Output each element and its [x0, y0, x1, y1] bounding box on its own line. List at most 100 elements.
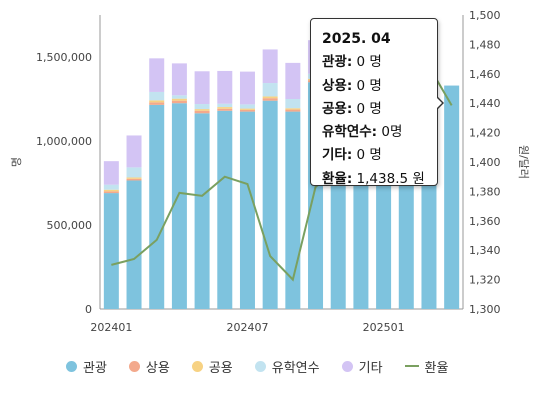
- x-tick-label: 202407: [226, 321, 268, 334]
- bar-segment: [126, 177, 142, 179]
- bar-segment: [194, 110, 210, 114]
- tooltip-row-label: 공용:: [322, 100, 353, 117]
- bar-segment: [285, 108, 301, 110]
- bar-segment: [262, 83, 278, 97]
- bar-segment: [444, 85, 460, 309]
- bar-segment: [171, 98, 187, 101]
- bar-segment: [217, 70, 233, 104]
- bar-segment: [239, 109, 255, 112]
- tooltip-row: 기타: 0 명: [322, 144, 437, 167]
- bar-segment: [217, 110, 233, 309]
- left-tick-label: 0: [85, 303, 92, 316]
- bar-segment: [262, 98, 278, 101]
- legend-swatch: [404, 365, 419, 367]
- bar-segment: [239, 104, 255, 109]
- tooltip-row: 관광: 0 명: [322, 51, 437, 74]
- bar-segment: [171, 103, 187, 309]
- tooltip-row-value: 0 명: [356, 54, 382, 71]
- legend-swatch: [128, 360, 140, 372]
- right-tick-label: 1,480: [469, 38, 501, 51]
- right-tick-label: 1,340: [469, 244, 501, 257]
- bar-segment: [194, 113, 210, 309]
- legend-item-official[interactable]: 공용: [191, 357, 233, 376]
- bar-segment: [149, 104, 165, 309]
- tooltip-row: 유학연수: 0명: [322, 121, 437, 144]
- bar-segment: [149, 58, 165, 92]
- bar-segment: [194, 71, 210, 105]
- left-tick-label: 1,000,000: [36, 135, 92, 148]
- right-tick-label: 1,380: [469, 185, 501, 198]
- right-tick-label: 1,460: [469, 68, 501, 81]
- bar-segment: [103, 193, 119, 309]
- bar-segment: [126, 180, 142, 309]
- tooltip-arrow-fill: [436, 97, 442, 109]
- tooltip-row-label: 유학연수:: [322, 124, 378, 141]
- bar-segment: [171, 100, 187, 104]
- x-tick-label: 202501: [363, 321, 405, 334]
- legend-label: 상용: [145, 360, 170, 376]
- bar-segment: [217, 103, 233, 108]
- legend-swatch: [254, 360, 266, 372]
- legend-swatch: [191, 360, 203, 372]
- bar-segment: [239, 108, 255, 110]
- chart-tooltip: 2025. 04 관광: 0 명 상용: 0 명 공용: 0 명 유학연수: 0…: [310, 18, 438, 187]
- right-tick-label: 1,400: [469, 156, 501, 169]
- bar-segment: [103, 161, 119, 185]
- bar-segment: [149, 91, 165, 101]
- bar-segment: [103, 191, 119, 194]
- right-tick-label: 1,320: [469, 274, 501, 287]
- legend-swatch: [66, 360, 77, 372]
- tooltip-row-label: 환율:: [322, 170, 353, 187]
- tooltip-row: 상용: 0 명: [322, 75, 437, 98]
- tooltip-row-value: 0명: [381, 124, 403, 141]
- right-axis-title: 원/달러: [517, 145, 530, 179]
- tooltip-title: 2025. 04: [322, 31, 391, 47]
- bar-segment: [217, 108, 233, 111]
- right-tick-label: 1,420: [469, 127, 501, 140]
- bar-segment: [239, 71, 255, 105]
- legend-item-tourism[interactable]: 관광: [66, 357, 107, 376]
- legend-item-other[interactable]: 기타: [341, 357, 383, 376]
- legend-item-business[interactable]: 상용: [128, 357, 170, 376]
- bar-segment: [194, 104, 210, 110]
- legend-label: 공용: [208, 360, 233, 376]
- legend-item-study[interactable]: 유학연수: [254, 357, 320, 376]
- legend-item-exchange-rate[interactable]: 환율: [404, 357, 449, 376]
- tooltip-row: 공용: 0 명: [322, 98, 437, 121]
- legend-label: 기타: [358, 360, 383, 376]
- tooltip-row-value: 0 명: [356, 100, 382, 117]
- tooltip-row: 환율: 1,438.5 원: [322, 168, 437, 191]
- bar-segment: [262, 96, 278, 99]
- bar-segment: [285, 111, 301, 309]
- right-tick-label: 1,500: [469, 9, 501, 22]
- bar-segment: [285, 62, 301, 99]
- left-tick-label: 1,500,000: [36, 51, 92, 64]
- right-tick-label: 1,300: [469, 303, 501, 316]
- bar-segment: [285, 99, 301, 109]
- legend-label: 환율: [424, 360, 449, 376]
- x-tick-label: 202401: [90, 321, 132, 334]
- tooltip-row-label: 상용:: [322, 77, 353, 94]
- left-axis-title: 명: [10, 157, 23, 167]
- bar-segment: [126, 178, 142, 181]
- bar-segment: [262, 100, 278, 310]
- bar-segment: [126, 167, 142, 178]
- right-tick-label: 1,360: [469, 215, 501, 228]
- bar-segment: [285, 109, 301, 112]
- bar-segment: [194, 109, 210, 111]
- bar-segment: [149, 100, 165, 103]
- legend: 관광 상용 공용 유학연수 기타 환율: [66, 355, 470, 377]
- legend-swatch: [341, 360, 353, 372]
- tooltip-row-value: 0 명: [356, 77, 382, 94]
- bar-segment: [239, 111, 255, 309]
- bar-segment: [171, 95, 187, 99]
- left-tick-label: 500,000: [47, 219, 93, 232]
- right-tick-label: 1,440: [469, 97, 501, 110]
- tooltip-row-value: 0 명: [356, 147, 382, 164]
- legend-label: 관광: [83, 360, 107, 376]
- bar-segment: [103, 189, 119, 192]
- tooltip-row-label: 기타:: [322, 147, 353, 164]
- bar-segment: [262, 49, 278, 84]
